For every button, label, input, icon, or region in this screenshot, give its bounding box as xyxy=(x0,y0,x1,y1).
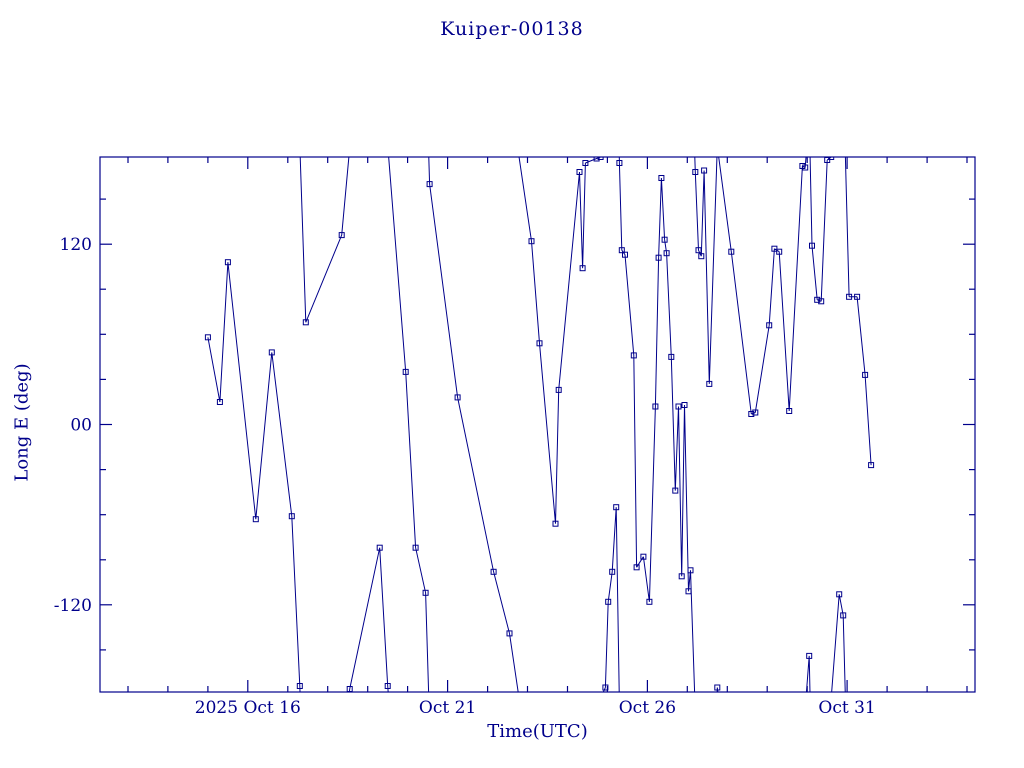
data-marker xyxy=(786,408,793,414)
data-marker xyxy=(552,520,559,527)
data-marker xyxy=(836,591,843,598)
data-marker xyxy=(678,573,685,580)
data-marker xyxy=(661,236,668,243)
data-marker xyxy=(376,544,383,551)
data-marker xyxy=(630,352,637,359)
data-marker xyxy=(616,160,623,166)
data-marker xyxy=(593,157,600,162)
data-marker xyxy=(868,462,875,469)
y-tick-label: -120 xyxy=(54,596,92,616)
data-marker xyxy=(216,399,223,405)
data-marker xyxy=(663,250,670,257)
data-marker xyxy=(506,630,513,637)
data-marker xyxy=(695,247,702,254)
data-marker xyxy=(706,380,713,387)
data-marker xyxy=(622,251,628,258)
data-marker xyxy=(776,248,783,255)
data-marker xyxy=(687,567,694,574)
data-marker xyxy=(528,238,535,245)
data-marker xyxy=(646,598,653,605)
x-tick-label: 2025 Oct 16 xyxy=(195,698,301,718)
data-marker xyxy=(828,157,835,160)
data-marker xyxy=(582,160,589,166)
data-marker xyxy=(536,340,543,347)
data-marker xyxy=(640,553,647,560)
data-marker xyxy=(268,349,275,356)
data-marker xyxy=(426,181,433,188)
data-marker xyxy=(672,487,679,494)
x-tick-label: Oct 21 xyxy=(419,698,476,718)
data-marker xyxy=(714,684,721,691)
data-series xyxy=(204,157,875,692)
data-marker xyxy=(384,683,391,689)
data-marker xyxy=(748,411,755,417)
data-marker xyxy=(681,402,688,408)
data-marker xyxy=(728,248,735,255)
data-marker xyxy=(633,564,640,571)
data-line xyxy=(207,157,872,692)
data-marker xyxy=(840,612,847,619)
data-marker xyxy=(752,409,759,416)
data-marker xyxy=(862,371,869,378)
data-marker xyxy=(609,568,616,575)
x-axis-label: Time(UTC) xyxy=(487,721,588,742)
data-marker xyxy=(814,296,821,303)
data-marker xyxy=(806,652,813,659)
data-marker xyxy=(252,516,259,523)
data-marker xyxy=(854,293,861,300)
tick-labels: 2025 Oct 16 Oct 21 Oct 26 Oct 31 -120 00 120 xyxy=(54,235,876,718)
chart-title: Kuiper-00138 xyxy=(440,18,584,40)
y-tick-label: 120 xyxy=(60,235,92,255)
data-marker xyxy=(802,164,809,171)
data-marker xyxy=(685,588,692,595)
data-marker xyxy=(766,322,773,329)
data-marker xyxy=(846,293,853,300)
data-marker xyxy=(658,175,665,181)
data-marker xyxy=(454,394,461,401)
data-marker xyxy=(618,247,625,254)
y-tick-label: 00 xyxy=(70,416,92,436)
data-marker xyxy=(412,544,419,551)
data-marker xyxy=(701,167,708,174)
data-marker xyxy=(579,265,586,272)
data-marker xyxy=(402,368,409,375)
data-marker xyxy=(224,259,231,266)
x-tick-label: Oct 31 xyxy=(818,698,875,718)
data-marker xyxy=(422,589,429,596)
data-marker xyxy=(555,386,562,393)
data-marker xyxy=(675,403,682,410)
data-marker xyxy=(809,242,815,249)
data-marker xyxy=(597,157,604,160)
plot-frame xyxy=(99,156,976,693)
data-marker xyxy=(818,298,825,305)
axis-ticks xyxy=(100,157,975,692)
data-marker xyxy=(204,334,211,341)
data-marker xyxy=(668,353,675,360)
data-marker xyxy=(576,169,583,175)
data-marker xyxy=(490,568,497,575)
x-tick-label: Oct 26 xyxy=(619,698,676,718)
data-marker xyxy=(698,253,705,260)
data-marker xyxy=(613,504,620,511)
data-marker xyxy=(652,403,659,410)
data-marker xyxy=(288,513,295,520)
data-marker xyxy=(296,683,303,689)
data-marker xyxy=(605,598,612,605)
data-marker xyxy=(692,169,699,175)
data-marker xyxy=(302,319,309,326)
data-marker xyxy=(338,232,345,239)
data-marker xyxy=(655,254,662,261)
